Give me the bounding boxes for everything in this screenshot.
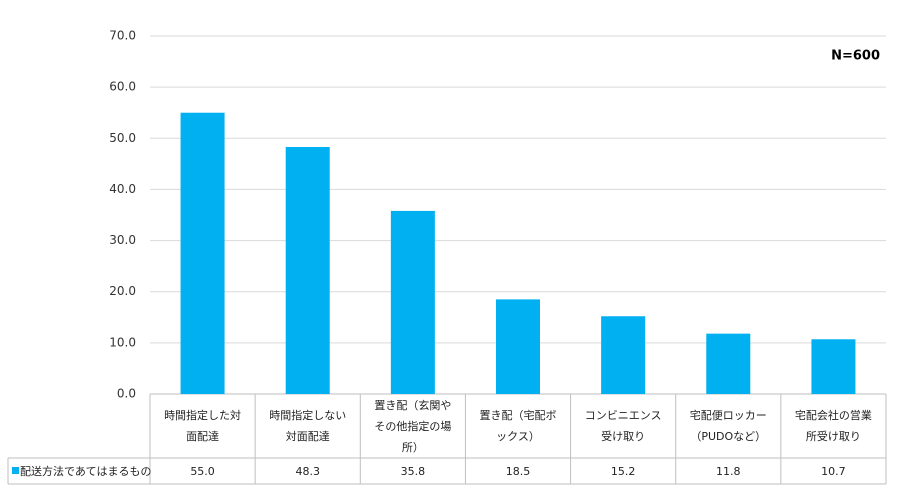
y-tick-label: 0.0: [117, 387, 136, 401]
legend-label: 配送方法であてはまるもの: [20, 464, 152, 478]
y-tick-label: 70.0: [109, 29, 136, 43]
x-tick-label: 置き配（宅配ボックス）: [479, 409, 557, 443]
bar: [601, 316, 646, 394]
y-tick-label: 60.0: [109, 80, 136, 94]
y-tick-label: 40.0: [109, 182, 136, 196]
table-value: 48.3: [295, 464, 320, 478]
annotation: N=600: [831, 49, 880, 64]
y-tick-label: 30.0: [109, 233, 136, 247]
bar: [390, 210, 435, 394]
bar: [811, 339, 856, 394]
y-tick-label: 20.0: [109, 284, 136, 298]
x-tick-label: コンビニエンス受け取り: [584, 409, 662, 443]
legend-swatch: [12, 467, 19, 474]
table-value: 15.2: [610, 464, 636, 478]
table-value: 11.8: [716, 464, 741, 478]
bar: [285, 146, 330, 394]
bar: [180, 112, 225, 394]
y-tick-label: 50.0: [109, 131, 136, 145]
table-value: 10.7: [821, 464, 846, 478]
x-tick-label: 宅配会社の営業所受け取り: [794, 409, 872, 443]
x-tick-label: 時間指定した対面配達: [164, 409, 242, 443]
bar: [496, 299, 540, 394]
x-tick-label: 時間指定しない対面配達: [269, 409, 347, 443]
bar: [706, 333, 751, 394]
x-tick-label: 宅配便ロッカー（PUDOなど）: [689, 409, 767, 443]
table-value: 35.8: [400, 464, 426, 478]
x-tick-label: 置き配（玄関やその他指定の場所）: [374, 398, 452, 454]
y-tick-label: 10.0: [109, 335, 136, 349]
table-value: 55.0: [190, 464, 215, 478]
table-value: 18.5: [505, 464, 531, 478]
